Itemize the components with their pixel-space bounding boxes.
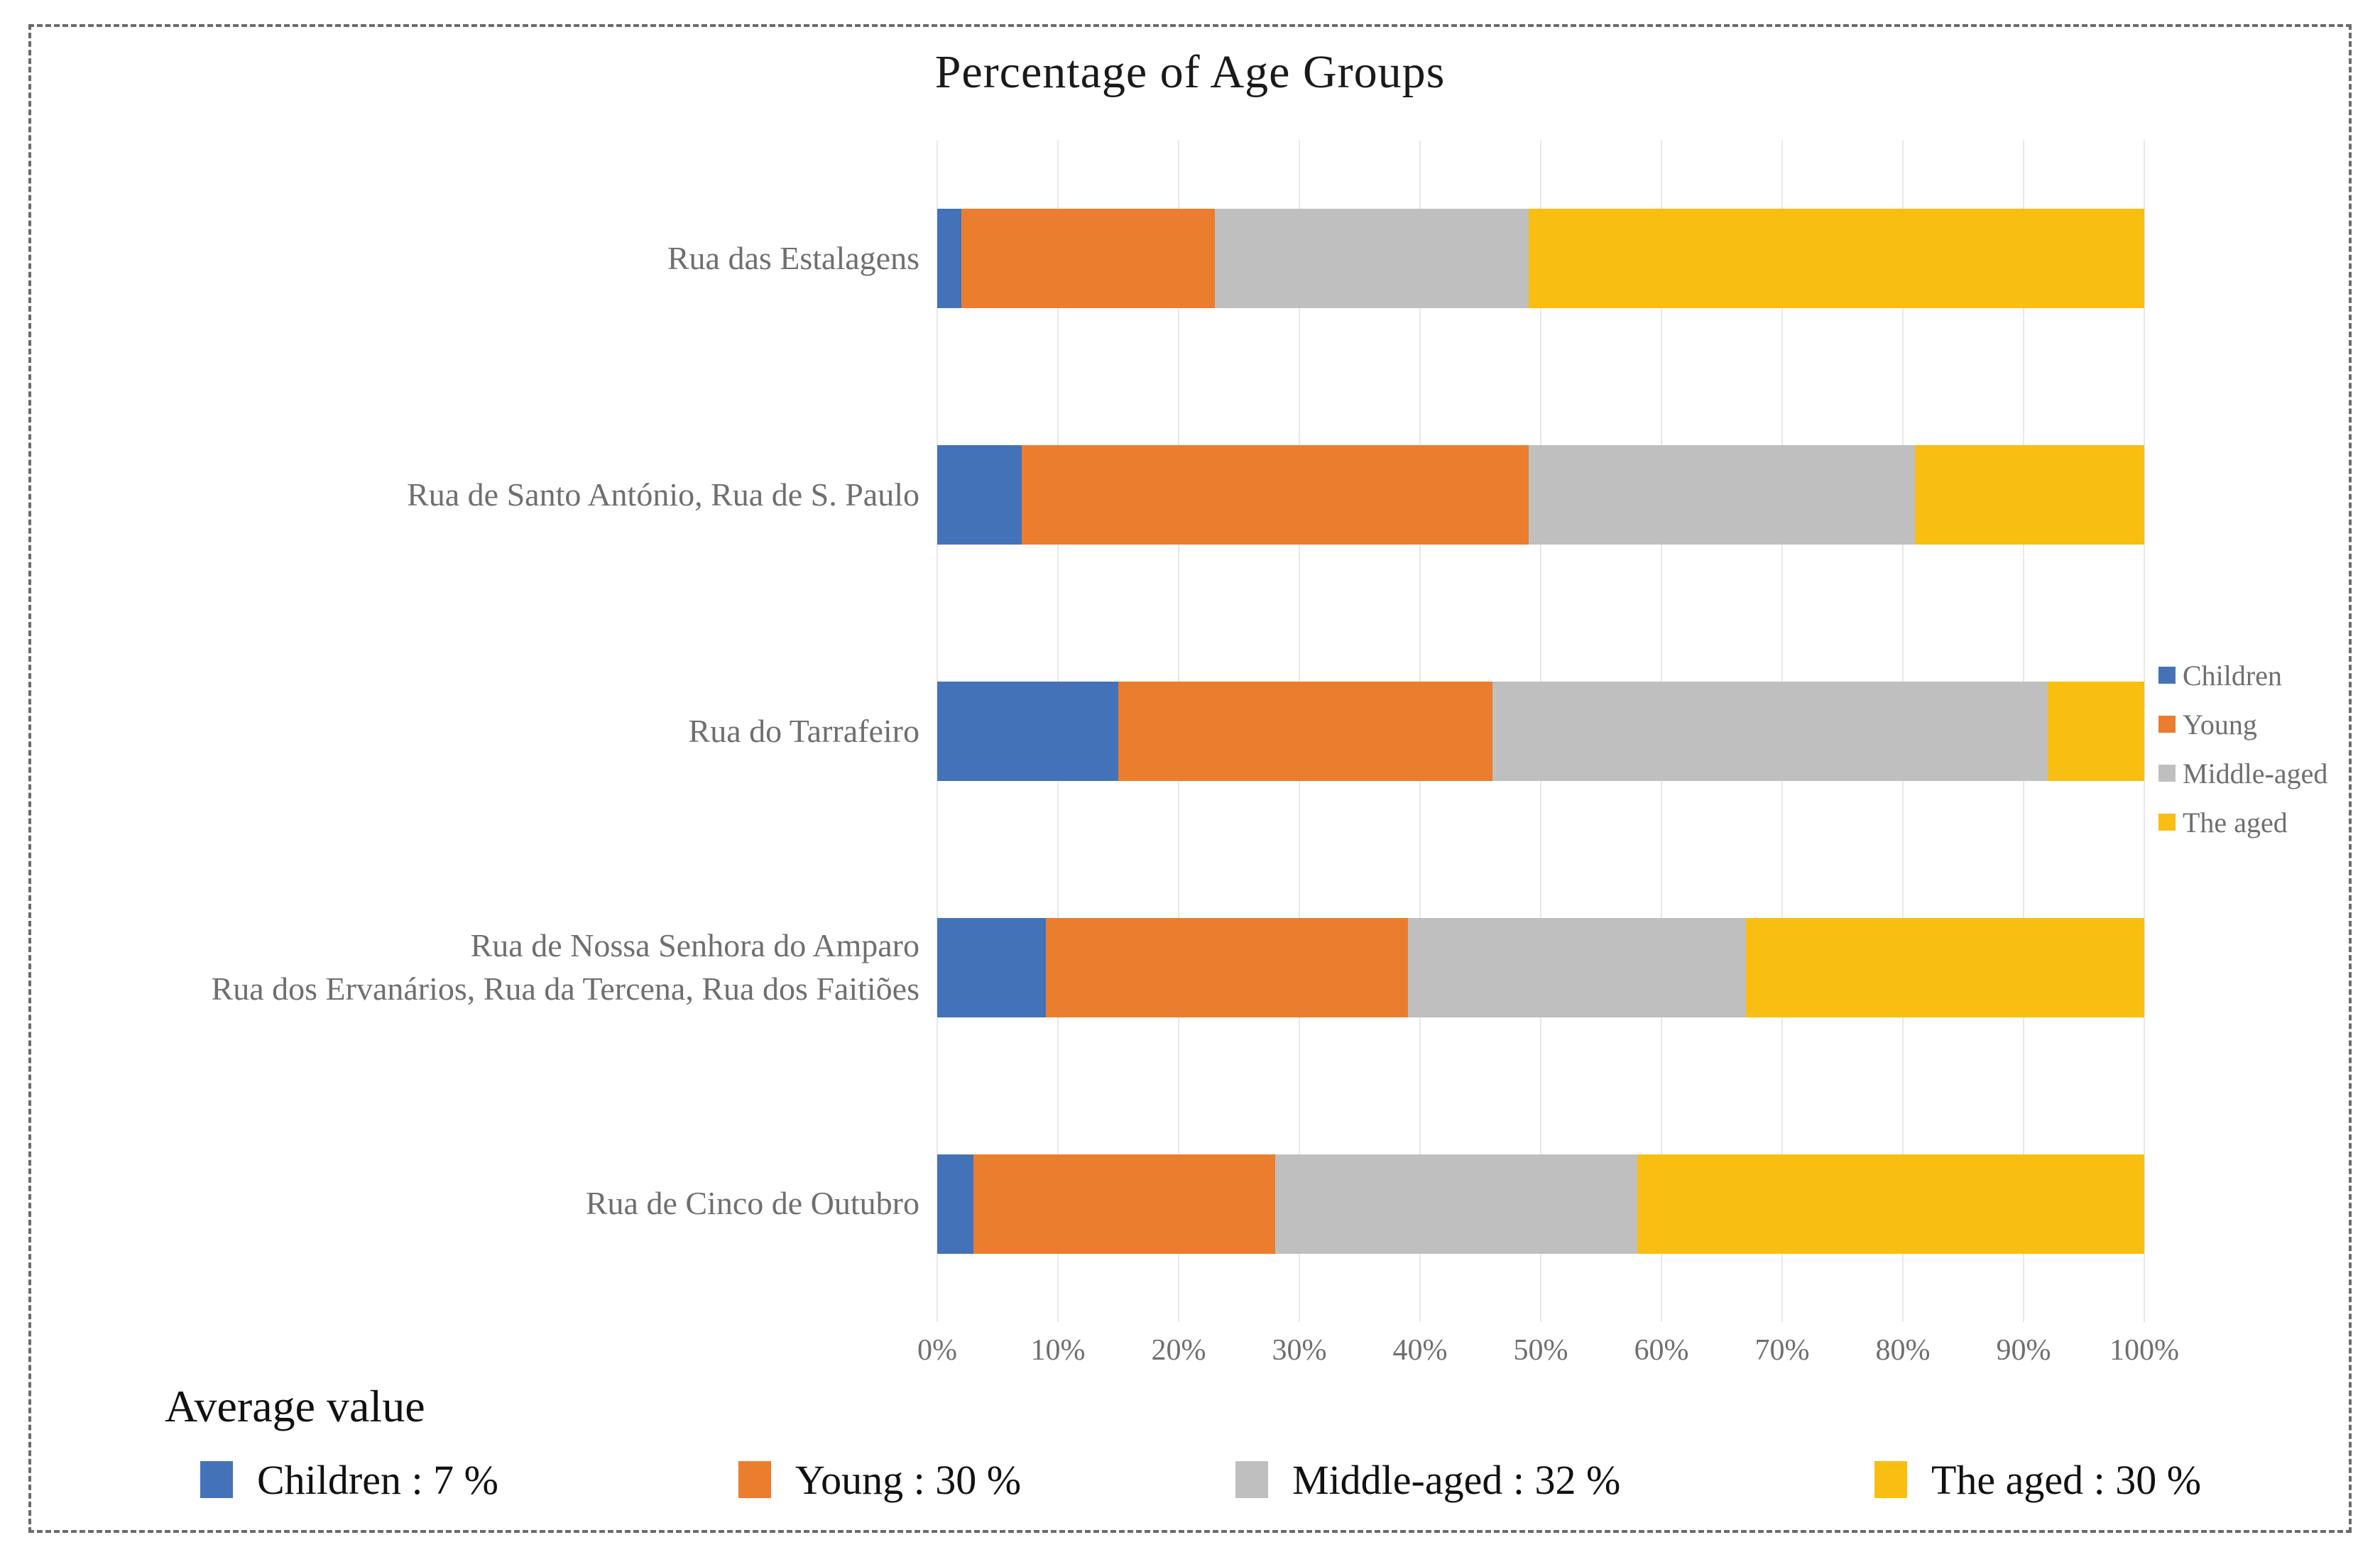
average-legend-label: Children : 7 % (257, 1456, 498, 1503)
average-legend-item: The aged : 30 % (1874, 1456, 2202, 1503)
bar-row (937, 141, 2144, 377)
legend-swatch-middle-aged (2158, 765, 2176, 782)
bar-segment-the-aged (1529, 209, 2144, 309)
legend-swatch-young (2158, 716, 2176, 733)
chart-title: Percentage of Age Groups (934, 46, 1446, 98)
bar-segment-middle-aged (1492, 681, 2048, 781)
x-tick-label: 0% (917, 1334, 957, 1367)
plot-area (937, 141, 2145, 1322)
category-labels: Rua das Estalagens Rua de Santo António, … (36, 141, 919, 1322)
x-tick-label: 60% (1634, 1334, 1689, 1367)
bar-row (937, 1086, 2144, 1322)
category-label-row: Rua de Cinco de Outubro (36, 1086, 919, 1322)
legend-item: Children (2158, 659, 2327, 692)
average-legend-item: Children : 7 % (200, 1456, 498, 1503)
bar-segment-young (1022, 445, 1529, 545)
category-label: Rua das Estalagens (667, 240, 919, 277)
legend-item: The aged (2158, 807, 2327, 838)
gridline (2144, 141, 2145, 1322)
average-legend-item: Young : 30 % (738, 1456, 1022, 1503)
bar-segment-the-aged (1637, 1154, 2144, 1254)
legend-label: Children (2183, 659, 2282, 692)
bar-segment-the-aged (1915, 445, 2144, 545)
bar-segment-young (1046, 917, 1408, 1017)
x-axis: 0% 10% 20% 30% 40% 50% 60% 70% 80% 90% 100% (917, 1333, 2179, 1376)
average-legend: Children : 7 % Young : 30 % Middle-aged : … (0, 1456, 2380, 1503)
average-legend-label: The aged : 30 % (1931, 1456, 2202, 1503)
bar-segment-the-aged (1746, 917, 2144, 1017)
bar-segment-young (973, 1154, 1275, 1254)
bar-segment-children (937, 681, 1118, 781)
legend-swatch-the-aged (2158, 814, 2176, 831)
legend-item: Middle-aged (2158, 757, 2328, 790)
bar-row (937, 849, 2144, 1086)
bar-segment-young (961, 209, 1215, 309)
bar-segment-middle-aged (1529, 445, 1915, 545)
category-label-row: Rua de Santo António, Rua de S. Paulo (36, 377, 919, 613)
bar-segment-children (937, 209, 961, 309)
stacked-bar (937, 445, 2144, 545)
legend-item: Young (2158, 708, 2327, 741)
bar-segment-middle-aged (1408, 917, 1746, 1017)
category-label: Rua de Santo António, Rua de S. Paulo (407, 476, 919, 513)
bar-segment-children (937, 917, 1046, 1017)
average-legend-label: Middle-aged : 32 % (1292, 1456, 1621, 1503)
average-value-title: Average value (165, 1381, 425, 1431)
x-tick-label: 90% (1996, 1334, 2051, 1367)
bar-row (937, 377, 2144, 613)
x-tick-label: 40% (1392, 1334, 1448, 1367)
legend-label: Young (2183, 708, 2257, 741)
bar-segment-middle-aged (1275, 1154, 1637, 1254)
x-tick-label: 50% (1513, 1334, 1568, 1367)
dashed-border-frame (28, 24, 2352, 1533)
stacked-bar (937, 681, 2144, 781)
bar-rows (937, 141, 2144, 1322)
x-tick-label: 70% (1754, 1334, 1810, 1367)
x-tick-label: 80% (1875, 1334, 1931, 1367)
legend-label: The aged (2183, 806, 2288, 838)
average-legend-swatch (1235, 1461, 1268, 1498)
bar-row (937, 613, 2144, 850)
bar-segment-young (1118, 681, 1492, 781)
x-tick-label: 100% (2109, 1334, 2179, 1367)
x-tick-label: 30% (1272, 1334, 1327, 1367)
category-label-row: Rua de Nossa Senhora do Amparo Rua dos E… (36, 849, 919, 1086)
legend-swatch-children (2158, 667, 2176, 684)
bar-segment-the-aged (2048, 681, 2144, 781)
bar-segment-children (937, 1154, 973, 1254)
category-label: Rua do Tarrafeiro (688, 712, 919, 749)
legend-label: Middle-aged (2183, 757, 2328, 790)
bar-segment-middle-aged (1215, 209, 1529, 309)
bar-segment-children (937, 445, 1022, 545)
legend: Children Young Middle-aged The aged (2158, 660, 2327, 856)
average-legend-item: Middle-aged : 32 % (1235, 1456, 1621, 1503)
average-legend-swatch (738, 1461, 771, 1498)
category-label-row: Rua do Tarrafeiro (36, 613, 919, 850)
category-label-row: Rua das Estalagens (36, 141, 919, 377)
stacked-bar (937, 209, 2144, 309)
average-legend-label: Young : 30 % (795, 1456, 1022, 1503)
average-legend-swatch (1874, 1461, 1907, 1498)
x-tick-label: 20% (1151, 1334, 1206, 1367)
stacked-bar (937, 917, 2144, 1017)
stacked-bar (937, 1154, 2144, 1254)
category-label: Rua de Cinco de Outubro (585, 1185, 919, 1222)
x-tick-label: 10% (1030, 1334, 1086, 1367)
category-label: Rua de Nossa Senhora do Amparo Rua dos E… (211, 927, 919, 1007)
average-legend-swatch (200, 1461, 233, 1498)
